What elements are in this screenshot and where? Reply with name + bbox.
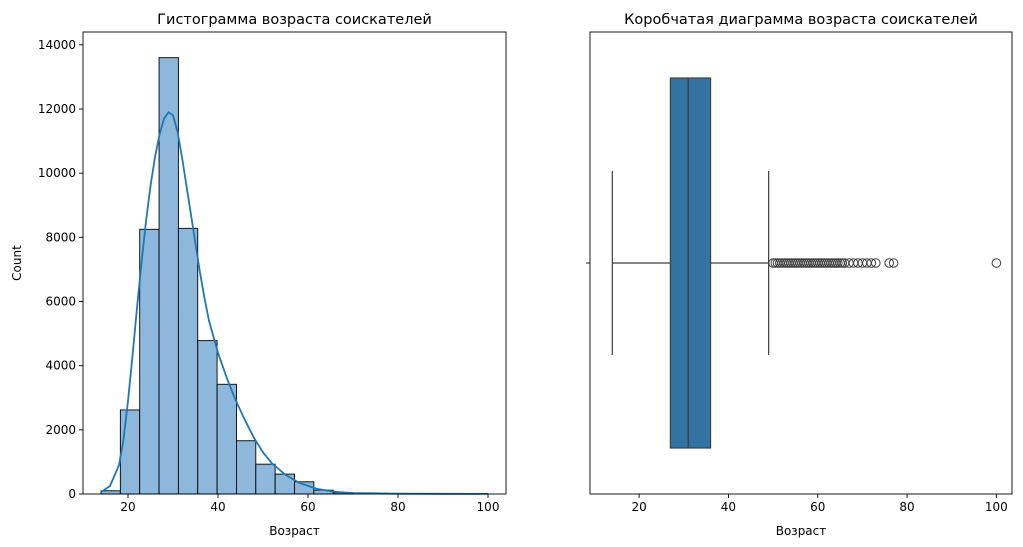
histogram-bar [139,228,160,495]
histogram-bar [197,340,218,495]
histogram-y-tick-label: 14000 [38,38,76,52]
histogram-x-tick-label: 60 [300,500,315,514]
histogram-bar [119,409,141,495]
boxplot-outlier-point [888,258,899,268]
histogram-x-tick-label: 40 [210,500,225,514]
boxplot-x-axis-label: Возраст [776,524,827,538]
boxplot-outliers [768,258,1002,268]
histogram-bar [274,473,295,495]
histogram-y-tick-label: 6000 [45,295,76,309]
histogram-y-tick-label: 10000 [38,166,76,180]
histogram-axes-frame [82,31,507,495]
boxplot-title: Коробчатая диаграмма возраста соискателе… [624,12,978,28]
histogram-bars [100,57,354,495]
boxplot-x-tick-label: 80 [899,500,914,514]
boxplot-axes-frame [589,31,1013,495]
boxplot-ticks: 20 40 60 80 100 [586,262,1008,514]
histogram-y-tick-label: 8000 [45,230,76,244]
histogram-ticks: 20 40 60 80 100 0 2000 4000 6000 8000 10000 12000 14… [38,38,500,514]
boxplot-x-tick-label: 20 [631,500,646,514]
histogram-x-axis-label: Возраст [269,524,320,538]
boxplot-x-tick-label: 100 [985,500,1008,514]
boxplot-outlier-point [991,258,1002,268]
histogram-y-tick-label: 12000 [38,102,76,116]
histogram-x-tick-label: 100 [477,500,500,514]
histogram-bar [216,383,237,495]
histogram-chart: Гистограмма возраста соискателей 20 40 60 8… [10,12,507,538]
histogram-bar [177,227,199,495]
histogram-y-axis-label: Count [10,245,24,281]
boxplot-outlier-point [833,258,843,268]
boxplot-outlier-point [870,258,881,268]
histogram-bar [255,463,276,495]
histogram-x-tick-label: 20 [120,500,135,514]
boxplot-x-tick-label: 40 [721,500,736,514]
boxplot-box [669,77,712,449]
boxplot-outlier-point [884,258,894,268]
histogram-y-tick-label: 2000 [45,423,76,437]
histogram-y-tick-label: 0 [68,487,76,501]
histogram-bar [100,490,121,495]
histogram-kde-line [100,110,489,495]
histogram-y-tick-label: 4000 [45,359,76,373]
boxplot-outlier-point [837,258,848,268]
histogram-bar [235,440,257,495]
boxplot-body [611,77,770,449]
boxplot-outlier-point [866,258,877,268]
histogram-title: Гистограмма возраста соискателей [157,12,432,28]
boxplot-x-tick-label: 60 [810,500,825,514]
boxplot-chart: Коробчатая диаграмма возраста соискателе… [586,12,1013,538]
histogram-x-tick-label: 80 [390,500,405,514]
